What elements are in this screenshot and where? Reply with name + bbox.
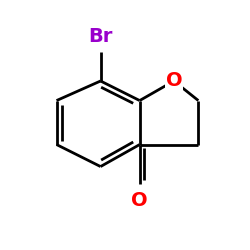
Text: Br: Br [88, 28, 113, 46]
Text: O: O [166, 72, 182, 90]
Text: O: O [131, 191, 148, 210]
